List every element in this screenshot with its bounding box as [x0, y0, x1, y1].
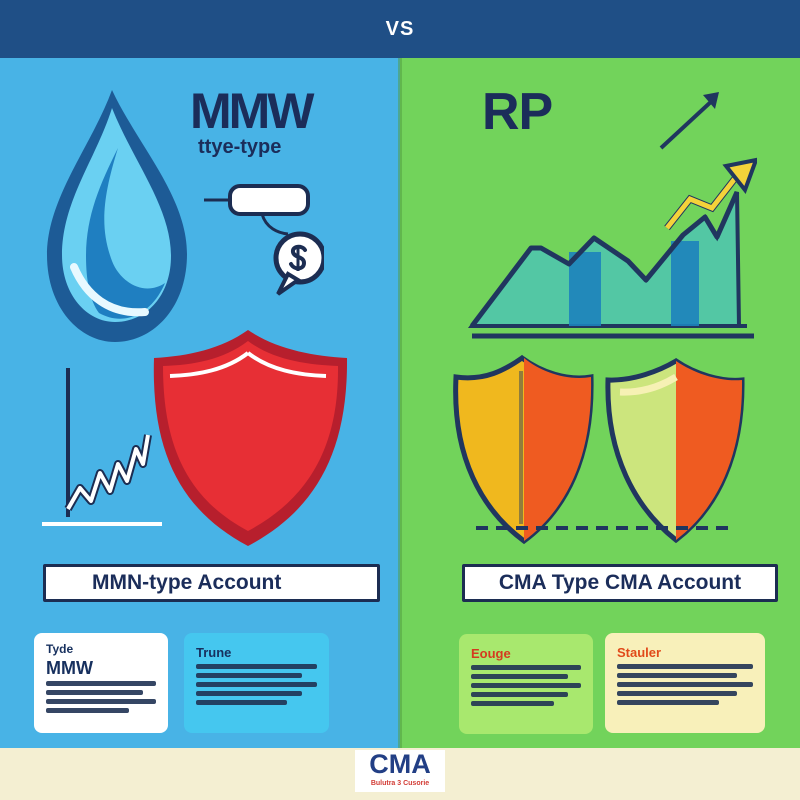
text-line: [196, 691, 303, 696]
text-line: [617, 691, 737, 696]
red-shield-icon: [153, 330, 348, 546]
arrow-up-icon: [659, 92, 719, 150]
text-line: [471, 683, 581, 688]
text-line: [196, 700, 287, 705]
card2-title: Trune: [196, 645, 232, 660]
growth-line-icon: [42, 368, 162, 526]
cma-logo-text: CMA: [369, 749, 431, 779]
text-line: [471, 665, 581, 670]
shield-pair-icon: [453, 354, 745, 545]
text-line: [471, 692, 568, 697]
text-line: [471, 674, 568, 679]
card3-title: Eouge: [471, 646, 511, 661]
water-drop-icon: [47, 90, 187, 342]
dollar-icon: [289, 244, 307, 271]
text-line: [196, 664, 317, 669]
card1-title-top: Tyde: [46, 642, 74, 656]
text-line: [617, 673, 737, 678]
left-title: MMW: [190, 83, 314, 139]
left-info-card-1: Tyde MMW: [34, 633, 168, 733]
text-line: [46, 681, 156, 686]
text-line: [617, 700, 719, 705]
right-info-card-2: Stauler: [605, 633, 765, 733]
cma-logo: CMA Bulutra 3 Cusorie: [355, 750, 445, 792]
text-line: [617, 664, 753, 669]
left-account-label: MMN-type Account: [43, 564, 380, 602]
text-line: [196, 673, 303, 678]
vs-label: VS: [385, 18, 415, 40]
text-line: [46, 690, 143, 695]
text-line: [471, 701, 554, 706]
bar-chart-icon: [467, 157, 757, 339]
speech-bubble-icon: [204, 184, 324, 296]
left-subtitle: ttye-type: [198, 136, 282, 158]
left-info-card-2: Trune: [184, 633, 329, 733]
text-line: [196, 682, 317, 687]
header-bar: [0, 0, 800, 58]
right-title: RP: [482, 83, 553, 141]
card1-title-main: MMW: [46, 658, 93, 678]
panel-divider: [398, 58, 402, 748]
cma-logo-subtext: Bulutra 3 Cusorie: [370, 780, 430, 787]
right-info-card-1: Eouge: [459, 634, 593, 734]
card4-title: Stauler: [617, 645, 662, 660]
right-account-label: CMA Type CMA Account: [462, 564, 778, 602]
text-line: [46, 699, 156, 704]
text-line: [46, 708, 129, 713]
text-line: [617, 682, 753, 687]
